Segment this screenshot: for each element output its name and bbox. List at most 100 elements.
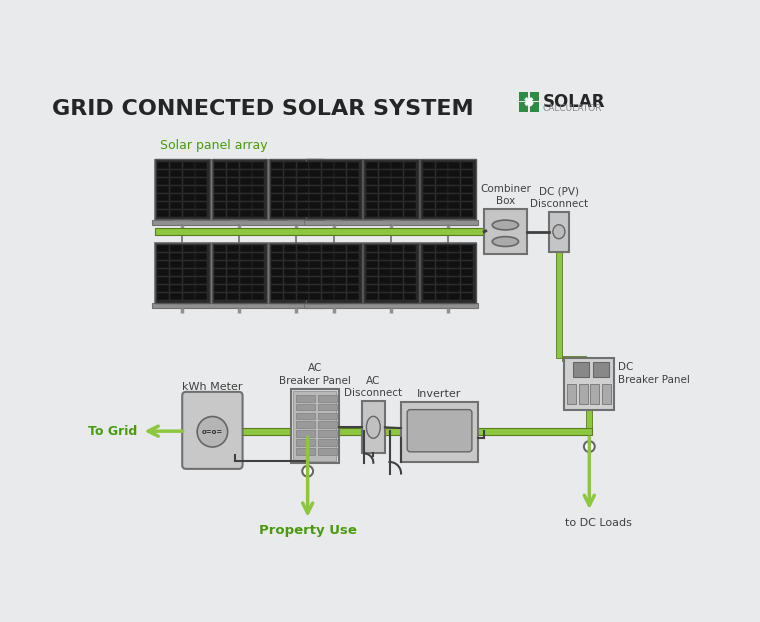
Bar	[157, 245, 169, 253]
Bar	[461, 277, 473, 284]
Bar	[252, 178, 264, 185]
Bar	[157, 253, 169, 260]
Bar	[182, 245, 195, 253]
Bar	[309, 210, 321, 216]
Bar	[284, 162, 296, 169]
Bar	[378, 170, 391, 177]
Bar	[461, 186, 473, 193]
Bar	[182, 269, 195, 276]
Bar	[448, 245, 461, 253]
Bar	[461, 210, 473, 216]
Bar	[157, 202, 169, 209]
Bar	[363, 159, 419, 220]
Bar	[366, 193, 378, 201]
Bar	[334, 253, 347, 260]
Bar	[296, 448, 315, 455]
Bar	[309, 178, 321, 185]
Bar	[227, 178, 239, 185]
Bar	[182, 253, 195, 260]
Bar	[423, 186, 435, 193]
Bar	[391, 269, 404, 276]
Bar	[157, 170, 169, 177]
Bar	[519, 103, 528, 111]
Bar	[239, 170, 252, 177]
Bar	[347, 162, 359, 169]
Bar	[309, 178, 321, 185]
Bar	[378, 293, 391, 300]
Bar	[321, 193, 334, 201]
Bar	[170, 193, 182, 201]
Bar	[296, 186, 309, 193]
Bar	[185, 428, 592, 435]
Bar	[227, 193, 239, 201]
Bar	[321, 261, 334, 268]
Circle shape	[197, 417, 228, 447]
Bar	[435, 277, 448, 284]
Bar	[152, 304, 326, 308]
Bar	[211, 243, 267, 302]
Bar	[404, 210, 416, 216]
Bar	[378, 285, 391, 292]
Bar	[154, 243, 210, 302]
Bar	[378, 202, 391, 209]
Bar	[170, 261, 182, 268]
Bar	[271, 293, 283, 300]
Bar	[306, 159, 362, 220]
Bar	[157, 261, 169, 268]
Bar	[296, 202, 309, 209]
Text: Solar panel array: Solar panel array	[160, 139, 268, 152]
Bar	[448, 193, 461, 201]
Bar	[211, 159, 267, 220]
Bar	[347, 186, 359, 193]
Bar	[214, 193, 226, 201]
Bar	[284, 261, 296, 268]
Bar	[239, 193, 252, 201]
Bar	[321, 162, 334, 169]
Bar	[420, 159, 476, 220]
Bar	[306, 242, 363, 304]
Text: SOLAR: SOLAR	[543, 93, 605, 111]
Bar	[309, 261, 321, 268]
Bar	[239, 245, 252, 253]
Bar	[296, 170, 309, 177]
Bar	[252, 162, 264, 169]
Bar	[347, 285, 359, 292]
Bar	[334, 170, 347, 177]
Bar	[435, 285, 448, 292]
Bar	[182, 277, 195, 284]
Bar	[404, 277, 416, 284]
Bar	[391, 202, 404, 209]
Bar	[404, 193, 416, 201]
Bar	[239, 261, 252, 268]
Bar	[401, 402, 478, 462]
Bar	[296, 210, 309, 216]
Bar	[318, 439, 337, 446]
Bar	[296, 293, 309, 300]
Bar	[293, 391, 337, 461]
Bar	[404, 285, 416, 292]
Bar	[461, 162, 473, 169]
Bar	[170, 293, 182, 300]
Bar	[435, 186, 448, 193]
Bar	[391, 285, 404, 292]
Bar	[227, 269, 239, 276]
Bar	[423, 269, 435, 276]
Bar	[170, 170, 182, 177]
Bar	[435, 245, 448, 253]
FancyBboxPatch shape	[407, 410, 472, 452]
Bar	[271, 202, 283, 209]
Bar	[586, 411, 592, 428]
Bar	[271, 193, 283, 201]
Bar	[284, 178, 296, 185]
Bar	[334, 293, 347, 300]
Bar	[309, 293, 321, 300]
Bar	[461, 269, 473, 276]
Bar	[579, 384, 587, 404]
Bar	[271, 261, 283, 268]
Bar	[309, 170, 321, 177]
Bar	[363, 242, 420, 304]
Bar	[309, 245, 321, 253]
Bar	[182, 178, 195, 185]
Bar	[154, 228, 486, 234]
Bar	[334, 202, 347, 209]
